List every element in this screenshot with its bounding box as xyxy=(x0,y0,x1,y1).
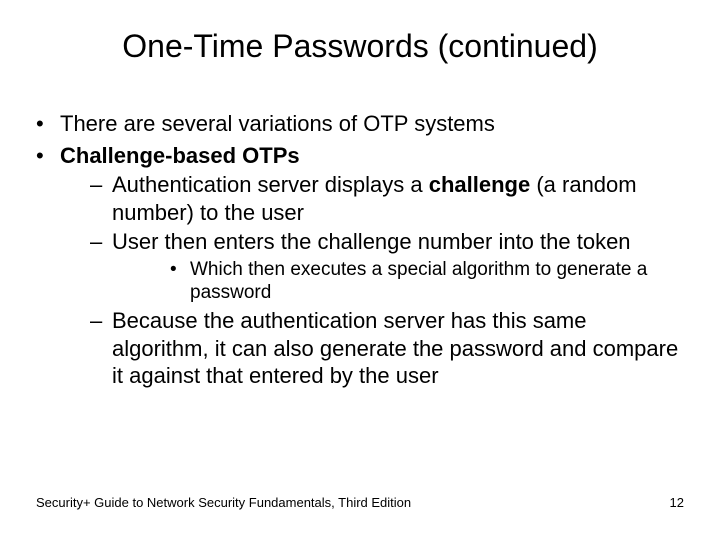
bullet-item: User then enters the challenge number in… xyxy=(60,228,680,305)
bullet-text: User then enters the challenge number in… xyxy=(112,229,631,254)
bullet-text: There are several variations of OTP syst… xyxy=(60,111,495,136)
bullet-text: Authentication server displays a xyxy=(112,172,429,197)
page-number: 12 xyxy=(670,495,684,510)
bullet-text-bold: Challenge-based OTPs xyxy=(60,143,300,168)
bullet-list-level1: There are several variations of OTP syst… xyxy=(36,110,680,390)
bullet-text: Because the authentication server has th… xyxy=(112,308,678,388)
bullet-text: Which then executes a special algorithm … xyxy=(190,259,647,304)
slide-title: One-Time Passwords (continued) xyxy=(0,28,720,65)
bullet-item: Which then executes a special algorithm … xyxy=(112,258,680,306)
bullet-item: Authentication server displays a challen… xyxy=(60,171,680,226)
bullet-list-level3: Which then executes a special algorithm … xyxy=(112,258,680,306)
bullet-text-bold: challenge xyxy=(429,172,530,197)
footer-source: Security+ Guide to Network Security Fund… xyxy=(36,495,411,510)
slide-footer: Security+ Guide to Network Security Fund… xyxy=(36,495,684,510)
bullet-item: There are several variations of OTP syst… xyxy=(36,110,680,138)
bullet-item: Challenge-based OTPs Authentication serv… xyxy=(36,142,680,390)
bullet-list-level2: Authentication server displays a challen… xyxy=(60,171,680,390)
slide: One-Time Passwords (continued) There are… xyxy=(0,0,720,540)
bullet-item: Because the authentication server has th… xyxy=(60,307,680,390)
slide-body: There are several variations of OTP syst… xyxy=(36,110,680,394)
